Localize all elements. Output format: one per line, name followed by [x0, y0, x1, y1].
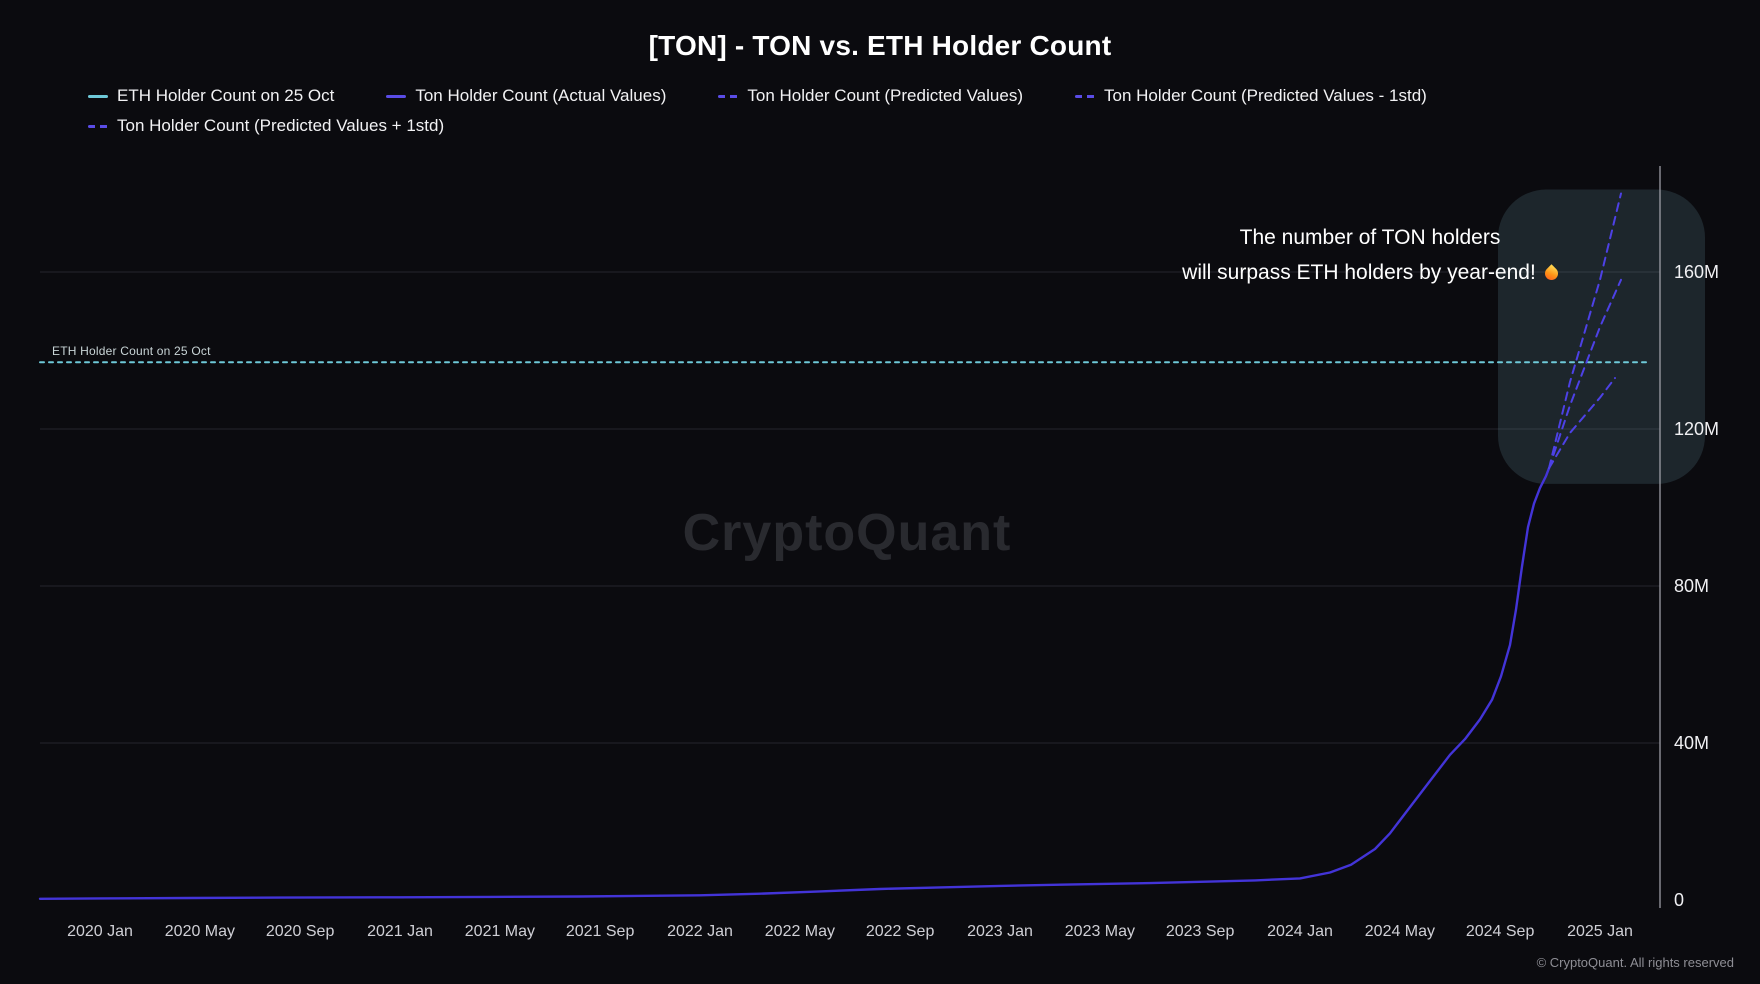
- x-tick-label: 2021 Jan: [367, 923, 433, 940]
- legend-label: Ton Holder Count (Predicted Values + 1st…: [117, 116, 445, 135]
- copyright-footer: © CryptoQuant. All rights reserved: [1536, 955, 1734, 970]
- chart-title: [TON] - TON vs. ETH Holder Count: [648, 30, 1112, 61]
- x-tick-label: 2020 Jan: [67, 923, 133, 940]
- x-tick-label: 2020 May: [165, 923, 235, 940]
- annotation-line2-text: will surpass ETH holders by year-end!: [1182, 261, 1536, 284]
- solid-line-marker-icon: [88, 94, 108, 98]
- legend-item[interactable]: Ton Holder Count (Actual Values): [386, 86, 666, 106]
- x-tick-label: 2025 Jan: [1567, 923, 1633, 940]
- x-tick-label: 2022 Jan: [667, 923, 733, 940]
- x-tick-label: 2020 Sep: [266, 923, 335, 940]
- x-tick-label: 2022 Sep: [866, 923, 935, 940]
- series-ton-predicted: [1548, 278, 1622, 470]
- legend-label: Ton Holder Count (Predicted Values - 1st…: [1103, 86, 1427, 105]
- solid-line-marker-icon: [386, 94, 407, 98]
- x-tick-label: 2021 Sep: [566, 923, 635, 940]
- eth-line-label: ETH Holder Count on 25 Oct: [52, 344, 211, 358]
- y-tick-label: 40M: [1674, 733, 1709, 753]
- legend-item[interactable]: ETH Holder Count on 25 Oct: [88, 86, 334, 106]
- cryptoquant-watermark: CryptoQuant: [682, 504, 1012, 562]
- y-tick-label: 0: [1674, 890, 1684, 910]
- dashed-line-marker-icon: [88, 124, 108, 128]
- x-tick-label: 2024 Sep: [1466, 923, 1535, 940]
- legend-item[interactable]: Ton Holder Count (Predicted Values + 1st…: [88, 116, 444, 136]
- legend-label: ETH Holder Count on 25 Oct: [117, 86, 335, 105]
- legend-label: Ton Holder Count (Actual Values): [415, 86, 667, 105]
- legend-label: Ton Holder Count (Predicted Values): [747, 86, 1023, 105]
- x-tick-label: 2024 Jan: [1267, 923, 1333, 940]
- legend-item[interactable]: Ton Holder Count (Predicted Values - 1st…: [1074, 86, 1427, 106]
- series-ton-predicted-plus-1std: [1548, 192, 1622, 470]
- x-tick-label: 2022 May: [765, 923, 835, 940]
- series-ton-predicted-minus-1std: [1548, 377, 1616, 470]
- x-tick-label: 2024 May: [1365, 923, 1435, 940]
- series-ton-actual: [38, 467, 1551, 900]
- annotation-line2: will surpass ETH holders by year-end!: [1050, 255, 1690, 290]
- legend-item[interactable]: Ton Holder Count (Predicted Values): [718, 86, 1023, 106]
- annotation-line1: The number of TON holders: [1239, 226, 1501, 249]
- y-tick-label: 120M: [1674, 419, 1719, 439]
- y-tick-label: 160M: [1674, 262, 1719, 282]
- fire-icon: [1542, 264, 1561, 283]
- legend: ETH Holder Count on 25 Oct Ton Holder Cou…: [88, 86, 1648, 136]
- dashed-line-marker-icon: [1074, 94, 1095, 98]
- x-tick-label: 2023 Sep: [1166, 923, 1235, 940]
- x-tick-label: 2023 May: [1065, 923, 1135, 940]
- highlight-region: [1498, 189, 1705, 484]
- y-tick-label: 80M: [1674, 576, 1709, 596]
- annotation: The number of TON holders will surpass E…: [1050, 220, 1690, 290]
- x-tick-label: 2021 May: [465, 923, 535, 940]
- dashed-line-marker-icon: [718, 94, 739, 98]
- x-tick-label: 2023 Jan: [967, 923, 1033, 940]
